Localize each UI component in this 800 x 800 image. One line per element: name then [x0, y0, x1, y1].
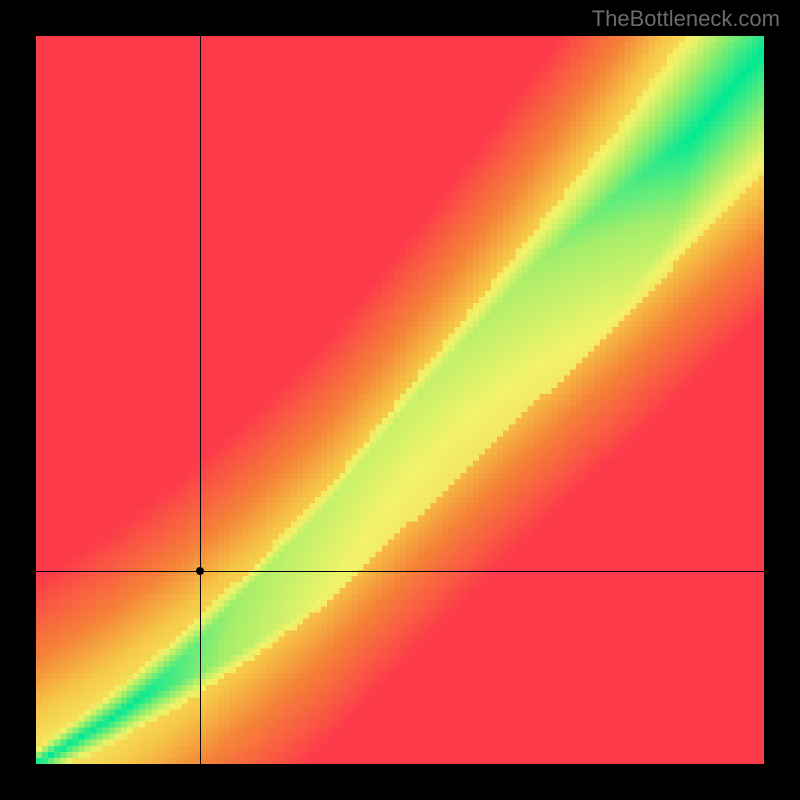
crosshair-marker — [196, 567, 204, 575]
plot-area — [36, 36, 764, 764]
crosshair-vertical — [200, 36, 201, 764]
watermark-text: TheBottleneck.com — [592, 6, 780, 32]
heatmap-canvas — [36, 36, 764, 764]
chart-container: TheBottleneck.com — [0, 0, 800, 800]
crosshair-horizontal — [36, 571, 764, 572]
